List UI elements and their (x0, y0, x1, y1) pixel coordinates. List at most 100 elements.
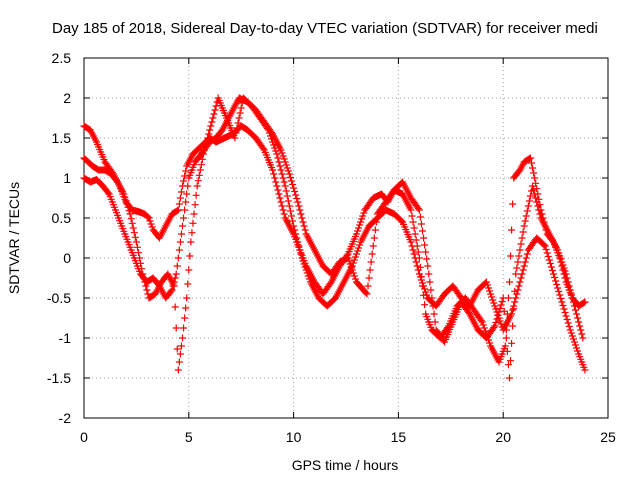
x-axis-label: GPS time / hours (292, 457, 399, 473)
data-point (530, 186, 538, 194)
data-point (560, 305, 568, 313)
data-point (191, 201, 199, 209)
data-point (350, 272, 358, 280)
data-point (425, 270, 433, 278)
data-point (362, 289, 370, 297)
data-point (364, 282, 372, 290)
data-point (132, 238, 140, 246)
data-point (574, 314, 582, 322)
data-point (517, 240, 525, 248)
data-point (423, 255, 431, 263)
data-point (511, 298, 519, 306)
data-point (302, 266, 310, 274)
data-point (492, 319, 500, 326)
data-point (180, 177, 188, 185)
data-point (123, 200, 131, 208)
data-point (285, 170, 293, 178)
data-point (529, 164, 537, 172)
data-point (289, 217, 297, 225)
y-tick-label: -1.5 (47, 370, 71, 386)
data-point (271, 174, 279, 182)
data-point (280, 210, 288, 218)
data-point (556, 252, 564, 260)
data-point (514, 286, 522, 294)
data-point (143, 286, 151, 294)
data-point (176, 238, 184, 246)
data-point (509, 306, 517, 314)
data-point (206, 126, 214, 134)
data-point (410, 250, 418, 258)
data-point (296, 206, 304, 214)
data-point (422, 248, 430, 256)
data-point (270, 170, 278, 178)
data-point (417, 220, 425, 228)
data-point (183, 190, 191, 198)
data-point (171, 274, 179, 282)
data-point (553, 281, 561, 288)
data-point (559, 302, 567, 309)
data-point (351, 253, 359, 261)
data-point (356, 241, 364, 249)
data-point (348, 266, 356, 274)
data-point (126, 210, 134, 218)
data-point (561, 267, 569, 275)
data-point (171, 303, 179, 311)
data-point (347, 263, 355, 271)
data-point (578, 330, 586, 338)
data-point (556, 291, 564, 299)
data-point (481, 327, 489, 335)
data-point (521, 258, 529, 266)
data-point (411, 254, 419, 262)
data-point (570, 338, 578, 346)
data-point (477, 317, 485, 324)
data-point (544, 253, 552, 260)
data-point (581, 298, 589, 306)
data-point (296, 246, 304, 254)
data-point (204, 134, 212, 142)
data-point (349, 269, 357, 277)
data-point (551, 274, 559, 281)
data-point (299, 218, 307, 226)
data-point (525, 155, 533, 163)
data-point (291, 226, 299, 234)
data-point (483, 281, 491, 289)
data-point (509, 322, 517, 330)
data-point (125, 207, 133, 215)
y-tick-label: 2.5 (52, 50, 72, 66)
data-point (205, 130, 213, 138)
data-point (573, 310, 581, 318)
data-point (355, 224, 363, 232)
data-point (547, 263, 555, 271)
data-point (370, 234, 378, 242)
data-point (236, 109, 244, 117)
data-point (515, 252, 523, 260)
data-point (533, 198, 541, 206)
data-point (519, 228, 527, 236)
data-point (275, 190, 283, 198)
data-point (510, 305, 518, 313)
data-point (581, 366, 589, 374)
data-point (419, 227, 427, 235)
data-point (207, 122, 215, 130)
data-point (562, 312, 570, 320)
data-point (231, 134, 239, 142)
data-points (80, 94, 589, 382)
data-point (576, 322, 584, 330)
data-point (522, 254, 530, 262)
data-point (365, 274, 373, 282)
y-tick-label: -0.5 (47, 290, 71, 306)
data-point (409, 218, 417, 226)
data-point (298, 254, 306, 262)
data-point (177, 342, 185, 350)
data-point (104, 189, 112, 197)
data-point (276, 194, 284, 202)
data-point (128, 219, 136, 227)
data-point (552, 277, 560, 285)
data-point (208, 118, 216, 126)
data-point (196, 166, 204, 174)
data-point (487, 290, 495, 298)
data-point (516, 246, 524, 254)
data-point (301, 263, 309, 271)
data-point (415, 206, 423, 214)
data-point (188, 229, 196, 237)
